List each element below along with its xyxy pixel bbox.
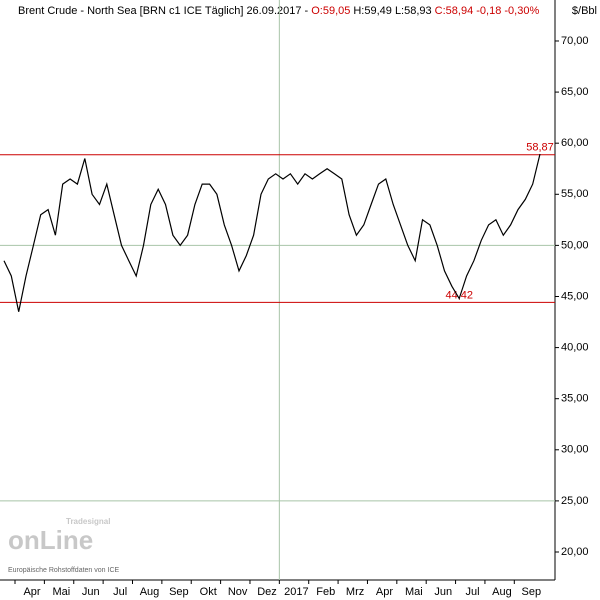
x-tick-label: Jun: [82, 586, 100, 598]
title-part: O:59,05: [311, 5, 350, 17]
title-part: C:58,94 -0,18 -0,30%: [435, 5, 540, 17]
chart-title: Brent Crude - North Sea [BRN c1 ICE Tägl…: [18, 5, 539, 17]
y-tick-label: 65,00: [561, 86, 589, 98]
y-tick-label: 20,00: [561, 546, 589, 558]
y-tick-label: 40,00: [561, 341, 589, 353]
y-tick-label: 70,00: [561, 35, 589, 47]
y-tick-label: 60,00: [561, 137, 589, 149]
y-tick-label: 50,00: [561, 239, 589, 251]
x-tick-label: Jul: [466, 586, 480, 598]
x-tick-label: Mai: [53, 586, 71, 598]
logo: onLine: [8, 525, 93, 555]
x-tick-label: Mrz: [346, 586, 364, 598]
level-label: 58,87: [526, 142, 554, 154]
price-line: [3, 153, 541, 312]
y-tick-label: 55,00: [561, 188, 589, 200]
y-tick-label: 30,00: [561, 444, 589, 456]
logo-brand: Tradesignal: [66, 517, 110, 526]
x-tick-label: Jun: [434, 586, 452, 598]
title-part: H:59,49 L:58,93: [353, 5, 431, 17]
source-note: Europäische Rohstoffdaten von ICE: [8, 567, 119, 574]
x-tick-label: Jul: [113, 586, 127, 598]
x-tick-label: Sep: [522, 586, 542, 598]
x-tick-label: Dez: [257, 586, 277, 598]
x-tick-label: Feb: [316, 586, 335, 598]
x-tick-label: Okt: [200, 586, 217, 598]
y-tick-label: 45,00: [561, 290, 589, 302]
y-tick-label: 25,00: [561, 495, 589, 507]
x-tick-label: Aug: [140, 586, 160, 598]
x-tick-label: Apr: [376, 586, 393, 598]
level-label: 44,42: [445, 289, 473, 301]
x-tick-label: Aug: [492, 586, 512, 598]
x-tick-label: Apr: [23, 586, 40, 598]
x-tick-label: Sep: [169, 586, 189, 598]
title-part: Brent Crude - North Sea [BRN c1 ICE Tägl…: [18, 5, 309, 17]
x-tick-label: Mai: [405, 586, 423, 598]
unit-label: $/Bbl: [572, 5, 597, 17]
y-tick-label: 35,00: [561, 393, 589, 405]
x-tick-label: 2017: [284, 586, 308, 598]
x-tick-label: Nov: [228, 586, 248, 598]
